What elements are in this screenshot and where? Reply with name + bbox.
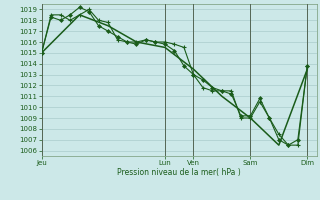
- X-axis label: Pression niveau de la mer( hPa ): Pression niveau de la mer( hPa ): [117, 168, 241, 177]
